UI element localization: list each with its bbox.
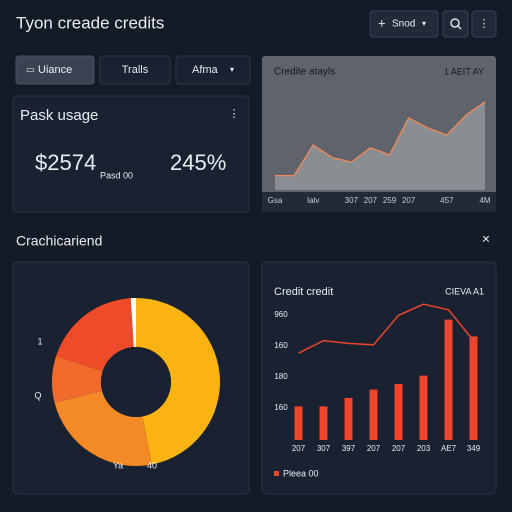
donut-slice [54, 390, 152, 466]
caret: ▾ [422, 19, 426, 28]
donut-label: 40 [147, 460, 157, 470]
usage-card [12, 95, 250, 213]
chart-subtitle: CIEVA A1 [445, 286, 484, 296]
donut-label: 1 [37, 336, 42, 346]
x-tick-label: 207 [402, 196, 416, 205]
section-title: Crachicariend [16, 233, 102, 249]
y-axis-label: 160 [274, 403, 288, 412]
tab-label: Uiance [38, 64, 72, 76]
tab-label: Tralls [122, 64, 149, 76]
send-label: Snod [392, 19, 415, 30]
donut-slice [136, 298, 220, 465]
area-axis-band [262, 192, 496, 212]
x-tick-label: 397 [342, 444, 356, 453]
line [275, 101, 486, 177]
tab[interactable] [175, 55, 251, 85]
tab[interactable] [99, 55, 171, 85]
card-title: Pask usage [20, 107, 98, 124]
x-tick-label: 207 [392, 444, 406, 453]
search-icon-handle [457, 25, 462, 30]
bar [294, 406, 303, 440]
bar [419, 375, 428, 440]
x-tick-label: 349 [467, 444, 481, 453]
area [275, 101, 485, 190]
bar [444, 319, 453, 440]
more-button[interactable] [471, 10, 497, 38]
more-icon: ⋮ [479, 18, 490, 30]
donut-hole [101, 347, 171, 417]
donut-label: Q [34, 390, 41, 400]
chart-title: Credite atayls [274, 67, 335, 78]
x-tick-label: 207 [292, 444, 306, 453]
amount: $2574 [35, 150, 96, 175]
plus-icon: + [378, 15, 386, 30]
donut-slice [56, 298, 134, 372]
x-tick-label: 307 [317, 444, 331, 453]
note: Pasd 00 [100, 170, 133, 180]
y-axis-label: 960 [274, 310, 288, 319]
x-tick-label: 207 [364, 196, 378, 205]
donut-slice [130, 298, 136, 348]
x-tick-label: 457 [440, 196, 454, 205]
y-axis-label: 180 [274, 372, 288, 381]
legend-label: Pleea 00 [283, 468, 319, 478]
tab-icon: ▭ [26, 64, 35, 74]
x-tick-label: 4M [479, 196, 490, 205]
tab-active[interactable] [15, 55, 95, 85]
x-tick-label: 207 [367, 444, 381, 453]
chart-title: Credit credit [274, 286, 333, 298]
x-tick-label: 307 [345, 196, 359, 205]
x-tick-label: AE7 [441, 444, 457, 453]
x-tick-label: Gsa [268, 196, 283, 205]
more-icon: ⋮ [229, 108, 240, 120]
tab-label: Afma [192, 64, 219, 76]
donut-slice [51, 356, 103, 403]
line [298, 303, 475, 354]
chart-subtitle: 1 AEIT AY [444, 66, 484, 76]
legend-swatch [274, 471, 279, 476]
percent: 245% [170, 150, 226, 175]
title: Tyon creade credits [16, 13, 164, 32]
bar [319, 406, 328, 440]
x-tick-label: Ialv [307, 196, 319, 205]
send-button[interactable] [369, 10, 439, 38]
x-tick-label: 259 [383, 196, 397, 205]
bar [369, 389, 378, 440]
bar [394, 384, 403, 440]
x-tick-label: 203 [417, 444, 431, 453]
search-icon [450, 18, 460, 28]
close-icon[interactable]: × [482, 231, 490, 247]
bar [344, 398, 353, 440]
donut-label: Ya [113, 460, 123, 470]
search-button[interactable] [442, 10, 469, 38]
bar [469, 336, 478, 440]
caret: ▾ [230, 65, 234, 74]
y-axis-label: 160 [274, 341, 288, 350]
